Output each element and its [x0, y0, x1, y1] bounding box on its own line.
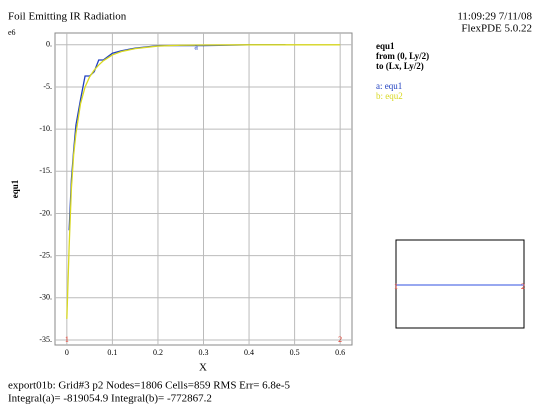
y-tick-label: -25. — [39, 250, 52, 259]
legend-to: to (Lx, Ly/2) — [376, 61, 424, 71]
x-tick-label: 0.4 — [244, 348, 254, 357]
x-tick-label: 0 — [65, 348, 69, 357]
y-tick-label: -15. — [39, 166, 52, 175]
y-scale: e6 — [8, 28, 16, 37]
legend-title: equ1 — [376, 41, 395, 51]
x-tick-label: 0.5 — [290, 348, 300, 357]
x-tick-label: 0.1 — [107, 348, 117, 357]
y-axis-label: equ1 — [10, 179, 20, 198]
path-marker: 1 — [65, 335, 69, 344]
y-tick-label: -5. — [43, 82, 52, 91]
inset-marker: 2 — [521, 282, 525, 291]
inset-marker: 1 — [394, 282, 398, 291]
x-axis-label: X — [199, 362, 207, 374]
legend-from: from (0, Ly/2) — [376, 51, 429, 61]
chart-title: Foil Emitting IR Radiation — [8, 11, 127, 23]
curve-tag: a — [194, 43, 198, 52]
y-tick-label: 0. — [46, 40, 52, 49]
inset-frame — [395, 239, 525, 329]
y-tick-label: -10. — [39, 124, 52, 133]
software: FlexPDE 5.0.22 — [461, 23, 532, 35]
footer: export01b: Grid#3 p2 Nodes=1806 Cells=85… — [8, 380, 290, 392]
x-tick-label: 0.6 — [335, 348, 345, 357]
y-tick-label: -30. — [39, 293, 52, 302]
x-tick-label: 0.2 — [153, 348, 163, 357]
x-tick-label: 0.3 — [199, 348, 209, 357]
legend-entry: b: equ2 — [376, 91, 403, 101]
legend-entry: a: equ1 — [376, 81, 402, 91]
footer: Integral(a)= -819054.9 Integral(b)= -772… — [8, 393, 212, 405]
series-line — [68, 44, 286, 231]
y-tick-label: -35. — [39, 335, 52, 344]
series-line — [66, 44, 341, 319]
path-marker: 2 — [338, 335, 342, 344]
y-tick-label: -20. — [39, 208, 52, 217]
timestamp: 11:09:29 7/11/08 — [457, 11, 532, 23]
